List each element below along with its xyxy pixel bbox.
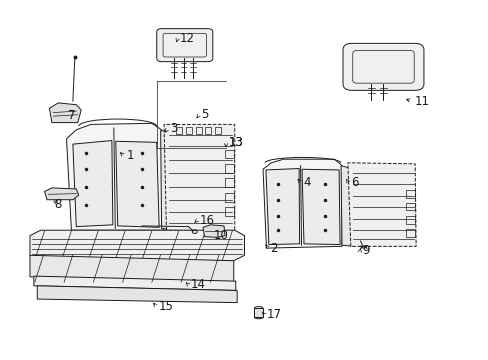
Polygon shape	[44, 188, 79, 200]
Polygon shape	[263, 159, 341, 248]
Polygon shape	[163, 125, 234, 231]
Text: 13: 13	[228, 136, 244, 149]
Polygon shape	[30, 230, 244, 261]
Polygon shape	[254, 309, 263, 317]
Text: 11: 11	[413, 95, 428, 108]
Text: 17: 17	[266, 308, 281, 321]
Polygon shape	[302, 169, 339, 244]
Text: 1: 1	[126, 149, 134, 162]
Polygon shape	[66, 123, 163, 230]
Text: 2: 2	[270, 242, 277, 255]
Text: 14: 14	[190, 278, 205, 291]
Polygon shape	[347, 163, 415, 246]
Text: 16: 16	[199, 214, 214, 227]
FancyBboxPatch shape	[342, 43, 423, 90]
Text: 5: 5	[201, 108, 208, 121]
Polygon shape	[265, 168, 299, 244]
Polygon shape	[37, 286, 237, 303]
Polygon shape	[340, 166, 354, 246]
Text: 8: 8	[54, 198, 61, 211]
Text: 13: 13	[228, 136, 244, 149]
Text: 7: 7	[68, 109, 75, 122]
Polygon shape	[160, 131, 178, 231]
Polygon shape	[49, 103, 81, 123]
Text: 12: 12	[180, 32, 195, 45]
Text: 10: 10	[213, 229, 228, 242]
Text: 15: 15	[159, 300, 174, 313]
FancyBboxPatch shape	[157, 29, 212, 62]
Text: 9: 9	[362, 244, 369, 257]
Text: 3: 3	[170, 122, 178, 135]
Polygon shape	[30, 255, 233, 282]
Polygon shape	[203, 225, 224, 237]
Text: 4: 4	[303, 176, 310, 189]
Polygon shape	[34, 276, 235, 291]
Polygon shape	[116, 141, 159, 227]
Polygon shape	[73, 140, 113, 226]
Text: 6: 6	[350, 176, 358, 189]
